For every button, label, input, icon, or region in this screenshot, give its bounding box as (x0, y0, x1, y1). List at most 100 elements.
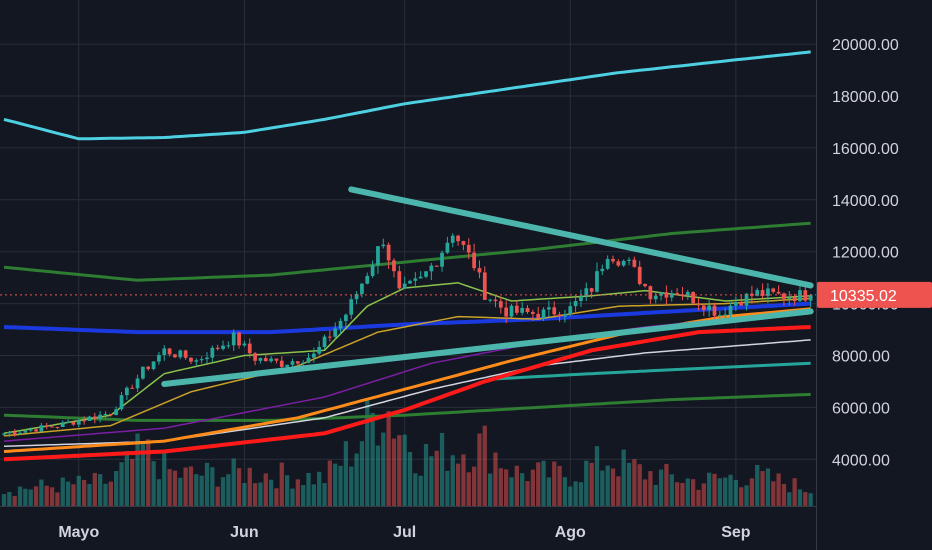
candle (440, 252, 444, 267)
volume-bar (114, 470, 119, 506)
volume-bar (130, 459, 135, 506)
volume-bar (632, 459, 637, 506)
candle (71, 421, 76, 425)
volume-bar (776, 473, 781, 506)
volume-bar (594, 446, 600, 506)
candle (354, 293, 359, 300)
volume-bar (311, 484, 316, 506)
candle (717, 315, 722, 317)
volume-bar (439, 433, 445, 506)
volume-bar (279, 462, 284, 506)
candle (253, 353, 257, 361)
candle (434, 265, 439, 267)
volume-bar (658, 469, 664, 506)
volume-bar (541, 460, 546, 506)
volume-bar (317, 471, 322, 506)
trendline[interactable] (161, 308, 814, 388)
volume-bar (33, 486, 39, 506)
volume-bar (188, 466, 194, 506)
volume-bar (402, 434, 407, 506)
candle (530, 312, 535, 314)
volume-bar (119, 462, 124, 506)
volume-bar (648, 471, 653, 506)
candle (782, 293, 786, 299)
volume-bar (167, 469, 172, 506)
candle (167, 348, 172, 355)
candle (87, 416, 92, 421)
candle (632, 259, 637, 267)
candle (744, 293, 749, 306)
candle (103, 413, 108, 415)
candle (269, 358, 273, 362)
volume-bar (71, 484, 76, 506)
candle (733, 302, 738, 306)
candle (659, 292, 663, 296)
candle (124, 387, 129, 396)
candle (445, 242, 450, 253)
candle (157, 354, 161, 362)
volume-bar (413, 473, 418, 506)
volume-bar (765, 468, 771, 506)
volume-bar (509, 477, 514, 506)
candle (691, 291, 696, 304)
candle (66, 421, 70, 423)
volume-bar (49, 487, 55, 506)
candle (55, 426, 60, 428)
candle (151, 361, 156, 369)
candle (344, 314, 348, 321)
candle (568, 306, 573, 315)
candle (242, 343, 247, 346)
candle (771, 288, 776, 292)
candle (392, 260, 396, 272)
y-tick-label: 14000.00 (832, 193, 899, 210)
candle (237, 332, 241, 346)
candle (397, 271, 402, 289)
volume-bar (760, 471, 765, 506)
volume-bar (525, 481, 530, 506)
volume-bar (600, 470, 605, 506)
volume-bar (744, 485, 749, 506)
candle (215, 347, 220, 349)
volume-bar (568, 486, 573, 506)
candle (739, 302, 744, 306)
candle (205, 357, 209, 360)
candle (210, 347, 215, 358)
candle (611, 258, 615, 262)
candle (552, 307, 557, 315)
candle (514, 305, 519, 313)
volume-bar (642, 479, 648, 506)
volume-bar (301, 485, 306, 506)
trendline[interactable] (348, 186, 814, 289)
candle (557, 314, 562, 317)
volume-bar (514, 465, 519, 506)
candle (376, 246, 380, 266)
volume-bar (210, 467, 215, 506)
candle (408, 280, 412, 284)
candle (589, 288, 594, 292)
volume-bar (717, 478, 722, 506)
candle (98, 414, 103, 419)
volume-bar (557, 465, 562, 506)
candle (509, 305, 514, 317)
volume-bar (498, 468, 503, 506)
volume-bar (803, 492, 808, 506)
candle (360, 283, 364, 294)
candle (7, 432, 12, 434)
candle (130, 387, 135, 389)
volume-bar (621, 449, 626, 506)
candle (306, 357, 311, 363)
volume-bar (455, 463, 461, 506)
x-tick-label: Mayo (58, 524, 99, 541)
candle (450, 235, 455, 243)
volume-bar (701, 483, 706, 506)
candle (108, 413, 113, 416)
volume-bar (391, 438, 397, 506)
candle (803, 290, 808, 301)
volume-bar (370, 412, 375, 506)
candle (776, 291, 781, 294)
volume-bar (749, 478, 755, 506)
volume-bar (739, 487, 744, 506)
volume-bar (466, 472, 471, 506)
